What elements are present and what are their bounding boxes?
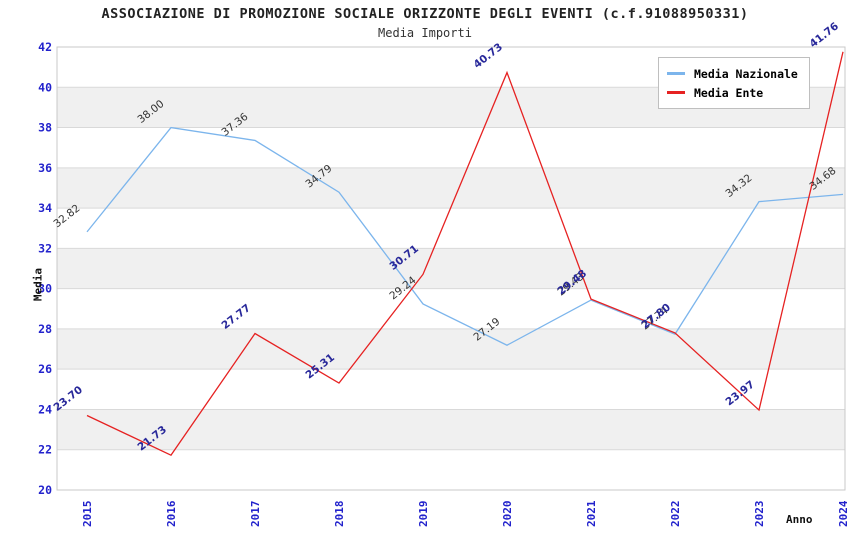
y-tick-label: 30 [38,282,52,296]
y-tick-label: 42 [38,40,52,54]
x-tick-label: 2021 [585,500,598,527]
plot-band [57,409,845,450]
chart-title: ASSOCIAZIONE DI PROMOZIONE SOCIALE ORIZZ… [101,6,749,22]
plot-border [56,46,846,491]
x-tick-label: 2015 [81,501,94,528]
plot-band [57,328,845,370]
data-label: 41.76 [807,20,841,50]
x-tick-label: 2023 [753,501,766,528]
legend-line-swatch-nazionale [667,72,685,75]
y-axis-title: Media [31,267,45,302]
legend-item-media-ente: Media Ente [667,83,801,102]
data-label: 40.73 [471,41,505,71]
series-line-media-ente [86,51,844,456]
chart-subtitle: Media Importi [378,26,472,40]
legend-item-media-nazionale: Media Nazionale [667,64,801,83]
y-tick-label: 26 [38,362,52,376]
y-tick-label: 40 [38,80,52,94]
plot-band [57,167,845,209]
y-tick-label: 36 [38,161,52,175]
y-tick-label: 24 [38,402,52,416]
y-tick-label: 38 [38,121,52,135]
y-tick-label: 20 [38,483,52,497]
x-axis-title: Anno [786,513,813,526]
y-tick-label: 32 [38,241,52,255]
x-tick-label: 2020 [501,501,514,528]
data-label: 27.77 [219,302,253,332]
x-tick-label: 2022 [669,501,682,528]
legend: Media Nazionale Media Ente [658,57,810,109]
x-tick-label: 2016 [165,500,178,527]
legend-label: Media Ente [694,85,764,100]
series-line-media-nazionale [86,126,844,346]
legend-label: Media Nazionale [694,66,798,81]
y-tick-label: 34 [38,201,52,215]
x-tick-label: 2019 [417,501,430,528]
y-tick-label: 22 [38,443,52,457]
x-tick-label: 2024 [837,500,850,527]
legend-line-swatch-ente [667,91,685,94]
plot-band [57,248,845,289]
y-tick-label: 28 [38,322,52,336]
x-tick-label: 2018 [333,501,346,528]
x-tick-label: 2017 [249,501,262,528]
